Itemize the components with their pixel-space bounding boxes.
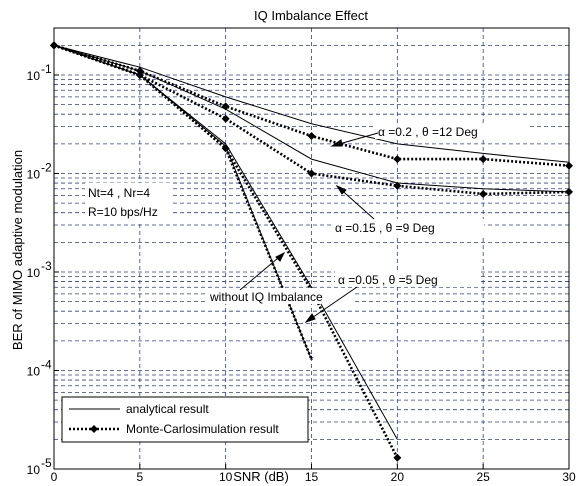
data-point-marker — [221, 114, 230, 123]
legend-box — [61, 396, 309, 443]
series-layer: * — [50, 41, 573, 462]
x-tick-label: 20 — [391, 470, 405, 484]
y-tick-exponent: -5 — [41, 456, 52, 470]
series-line-a0.15-solid — [53, 44, 570, 193]
series-line-noIQ-dotted — [53, 44, 313, 360]
x-tick-label: 5 — [136, 470, 143, 484]
data-point-marker — [307, 169, 316, 178]
x-tick-label: 10 — [219, 470, 233, 484]
annotation-rate: R=10 bps/Hz — [88, 205, 158, 219]
y-tick-label: 10 — [27, 167, 41, 181]
y-tick-exponent: -4 — [41, 357, 52, 371]
annotation-a015: α =0.15 , θ =9 Deg — [335, 221, 435, 235]
y-tick-exponent: -2 — [41, 160, 52, 174]
legend-label-analytical: analytical result — [126, 402, 209, 416]
y-tick-exponent: -3 — [41, 259, 52, 273]
y-tick-label: 10 — [27, 69, 41, 83]
data-point-marker — [393, 181, 402, 190]
data-point-marker — [393, 453, 402, 462]
annotation-antennas: Nt=4 , Nr=4 — [88, 186, 150, 200]
data-point-marker — [393, 155, 402, 164]
legend-label-simulation: Monte-Carlosimulation result — [126, 422, 279, 436]
x-tick-label: 25 — [476, 470, 490, 484]
annotation-box-a015 — [332, 219, 484, 235]
data-point-marker — [307, 132, 316, 141]
annotation-box-config — [85, 183, 173, 221]
x-tick-label: 0 — [51, 470, 58, 484]
annotation-box-a02 — [375, 123, 527, 139]
y-tick-base: 10 — [27, 69, 41, 83]
arrowhead-without-iq — [275, 251, 286, 262]
y-tick-base: 10 — [27, 266, 41, 280]
arrowhead-a02 — [330, 139, 343, 147]
y-axis-label: BER of MIMO adaptive modulation — [10, 150, 25, 350]
data-point-marker — [479, 155, 488, 164]
arrow-without-iq — [239, 252, 285, 291]
chart-title: IQ Imbalance Effect — [254, 8, 368, 23]
annotation-box-noiq — [207, 288, 355, 304]
annotation-a005: α =0.05 , θ =5 Deg — [338, 273, 438, 287]
data-point-marker — [479, 189, 488, 198]
legend-marker-simulation — [90, 425, 98, 433]
y-tick-base: 10 — [27, 463, 41, 477]
y-tick-base: 10 — [27, 167, 41, 181]
legend: analytical result Monte-Carlosimulation … — [61, 396, 309, 443]
annotation-box-a005 — [335, 271, 481, 287]
y-tick-label: 10 — [27, 266, 41, 280]
annotation-without-iq: without IQ Imbalance — [209, 290, 323, 304]
annotation-arrows — [239, 132, 379, 323]
y-tick-exponent: -1 — [41, 62, 52, 76]
arrowhead-a005 — [304, 313, 316, 323]
y-tick-label: 10 — [27, 364, 41, 378]
y-tick-label: 10 — [27, 463, 41, 477]
arrow-a005 — [305, 286, 358, 323]
data-point-marker: * — [309, 354, 314, 366]
x-tick-label: 30 — [562, 470, 576, 484]
x-axis-label: SNR (dB) — [233, 469, 289, 484]
x-tick-label: 15 — [305, 470, 319, 484]
y-tick-base: 10 — [27, 364, 41, 378]
annotation-a02: α =0.2 , θ =12 Deg — [378, 125, 478, 139]
arrowhead-a015 — [335, 184, 347, 195]
